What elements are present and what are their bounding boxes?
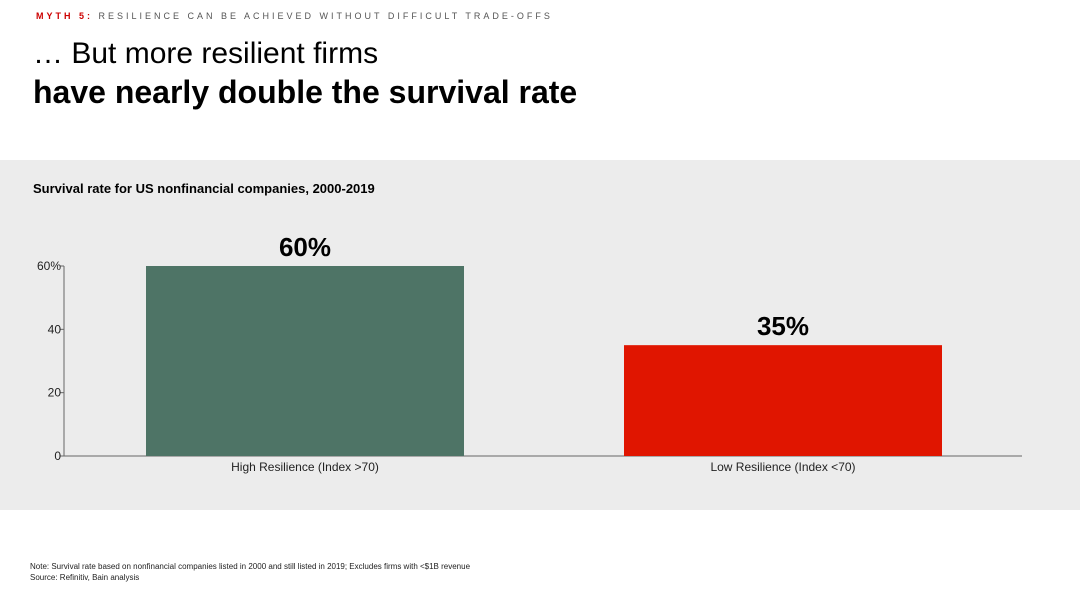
kicker-tag: MYTH 5: xyxy=(36,11,93,21)
x-tick-label: High Resilience (Index >70) xyxy=(231,460,379,474)
x-tick-label: Low Resilience (Index <70) xyxy=(710,460,855,474)
y-tick-label: 40 xyxy=(48,322,62,336)
page-title-line2: have nearly double the survival rate xyxy=(33,74,578,110)
bar xyxy=(146,266,464,456)
y-tick-label: 60% xyxy=(37,259,61,273)
bar xyxy=(624,345,942,456)
page-title-line1: … But more resilient firms xyxy=(33,37,379,70)
data-label: 60% xyxy=(279,232,331,262)
footnote-source: Source: Refinitiv, Bain analysis xyxy=(30,573,140,582)
kicker: MYTH 5: RESILIENCE CAN BE ACHIEVED WITHO… xyxy=(36,11,553,21)
y-tick-label: 20 xyxy=(48,386,62,400)
kicker-text: RESILIENCE CAN BE ACHIEVED WITHOUT DIFFI… xyxy=(98,11,553,21)
footnote: Note: Survival rate based on nonfinancia… xyxy=(30,561,470,583)
chart-title: Survival rate for US nonfinancial compan… xyxy=(33,181,375,196)
data-label: 35% xyxy=(757,311,809,341)
y-tick-label: 0 xyxy=(54,449,61,463)
footnote-note: Note: Survival rate based on nonfinancia… xyxy=(30,562,471,571)
